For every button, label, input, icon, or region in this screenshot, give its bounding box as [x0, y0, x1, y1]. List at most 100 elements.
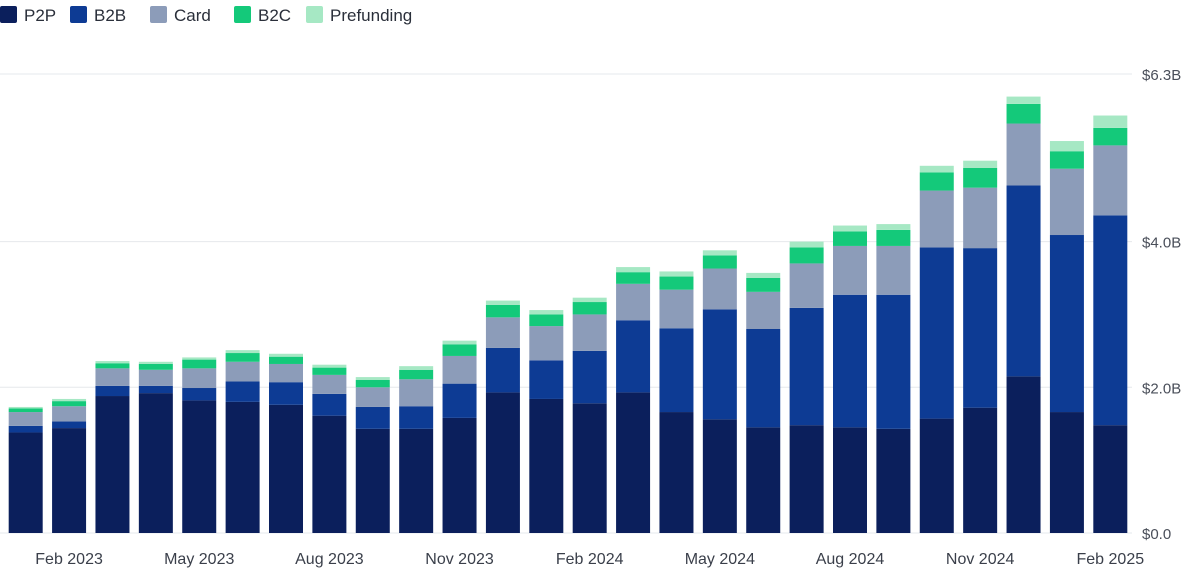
- bar-segment-card: [138, 369, 173, 386]
- legend-swatch: [0, 6, 17, 23]
- bar-segment-prefunding: [1093, 115, 1128, 128]
- bar-stack: [616, 267, 651, 533]
- bar-stack: [963, 160, 998, 533]
- bar-stack: [1049, 141, 1084, 533]
- y-tick-label: $4.0B: [1142, 235, 1181, 252]
- bar-segment-prefunding: [529, 310, 564, 315]
- bar-segment-prefunding: [52, 398, 87, 402]
- bar-stack: [138, 361, 173, 533]
- bar-segment-b2c: [529, 314, 564, 327]
- bar-segment-prefunding: [616, 267, 651, 273]
- bar-segment-card: [442, 355, 477, 384]
- bar-segment-p2p: [8, 432, 43, 533]
- bar-segment-b2c: [876, 229, 911, 246]
- bar-stack: [746, 272, 781, 533]
- legend-swatch: [234, 6, 251, 23]
- bar-segment-prefunding: [919, 165, 954, 173]
- bar-segment-b2c: [789, 247, 824, 264]
- bar-segment-card: [963, 187, 998, 249]
- bar-stack: [182, 357, 217, 533]
- bar-segment-prefunding: [138, 361, 173, 364]
- bar-segment-b2b: [485, 347, 520, 393]
- bar-segment-b2c: [746, 278, 781, 292]
- bar-segment-b2b: [876, 294, 911, 429]
- bar-segment-p2p: [789, 425, 824, 533]
- bar-segment-card: [399, 379, 434, 407]
- bar-segment-p2p: [1093, 425, 1128, 533]
- bar-segment-p2p: [833, 427, 867, 533]
- bar-segment-b2c: [442, 344, 477, 356]
- bar-segment-b2b: [442, 383, 477, 418]
- bar-segment-prefunding: [269, 353, 303, 357]
- x-tick-label: Feb 2025: [1077, 551, 1145, 568]
- bar-segment-prefunding: [1049, 141, 1084, 152]
- bar-segment-prefunding: [225, 350, 260, 354]
- bar-segment-card: [833, 245, 867, 295]
- bar-segment-b2c: [182, 359, 217, 369]
- legend-label: B2C: [258, 6, 291, 25]
- bar-segment-prefunding: [833, 225, 867, 232]
- legend-item-b2c: B2C: [234, 6, 291, 25]
- x-tick-label: May 2024: [685, 551, 755, 568]
- bar-segment-card: [182, 368, 217, 389]
- bar-segment-card: [789, 263, 824, 308]
- bar-segment-card: [485, 317, 520, 348]
- bar-stack: [8, 406, 43, 533]
- y-axis: $0.0 $2.0B $4.0B $6.3B: [1142, 67, 1181, 543]
- bar-stack: [269, 353, 303, 533]
- bar-segment-b2b: [1093, 215, 1128, 426]
- bar-segment-b2c: [138, 363, 173, 370]
- bar-segment-card: [1093, 145, 1128, 216]
- bar-segment-p2p: [919, 418, 954, 533]
- legend-label: P2P: [24, 6, 56, 25]
- bar-segment-p2p: [399, 428, 434, 533]
- bar-stack: [529, 310, 564, 533]
- bar-segment-b2b: [833, 294, 867, 428]
- bar-stack: [833, 225, 867, 533]
- bar-segment-p2p: [312, 415, 347, 533]
- bar-segment-prefunding: [572, 297, 607, 303]
- bar-stack: [355, 377, 390, 533]
- bar-segment-b2b: [355, 406, 390, 429]
- bar-segment-p2p: [355, 428, 390, 533]
- bar-segment-b2c: [355, 380, 390, 388]
- x-tick-label: Nov 2023: [425, 551, 494, 568]
- x-tick-label: May 2023: [164, 551, 234, 568]
- bar-stack: [789, 241, 824, 533]
- bar-segment-b2c: [269, 356, 303, 364]
- legend-swatch: [70, 6, 87, 23]
- bar-segment-b2c: [659, 276, 694, 290]
- bar-segment-card: [1006, 123, 1041, 186]
- bar-segment-prefunding: [485, 300, 520, 305]
- bar-segment-prefunding: [442, 340, 477, 345]
- x-tick-label: Feb 2023: [35, 551, 103, 568]
- bar-segment-card: [659, 289, 694, 329]
- bar-segment-b2b: [225, 381, 260, 402]
- bar-segment-b2c: [919, 172, 954, 191]
- bar-segment-b2c: [52, 401, 87, 407]
- legend-swatch: [150, 6, 167, 23]
- bar-segment-b2c: [95, 363, 130, 369]
- bar-stack: [95, 361, 130, 533]
- bar-segment-b2b: [789, 307, 824, 426]
- bar-segment-p2p: [529, 398, 564, 533]
- bar-segment-b2b: [1006, 185, 1041, 377]
- bar-segment-b2c: [1049, 151, 1084, 169]
- bar-segment-prefunding: [95, 361, 130, 364]
- bar-stack: [572, 297, 607, 533]
- bar-segment-p2p: [182, 400, 217, 533]
- bar-segment-p2p: [95, 396, 130, 533]
- bar-segment-p2p: [225, 401, 260, 533]
- bar-segment-b2b: [659, 328, 694, 413]
- legend-item-prefunding: Prefunding: [306, 6, 412, 25]
- legend-item-p2p: P2P: [0, 6, 56, 25]
- bar-segment-b2c: [616, 272, 651, 284]
- bar-segment-p2p: [702, 419, 737, 533]
- bar-segment-b2b: [1049, 235, 1084, 413]
- bar-segment-p2p: [1006, 376, 1041, 533]
- bar-segment-p2p: [138, 393, 173, 533]
- bar-segment-b2c: [833, 231, 867, 246]
- bar-segment-p2p: [876, 428, 911, 533]
- bar-stack: [919, 165, 954, 533]
- x-tick-label: Aug 2023: [295, 551, 364, 568]
